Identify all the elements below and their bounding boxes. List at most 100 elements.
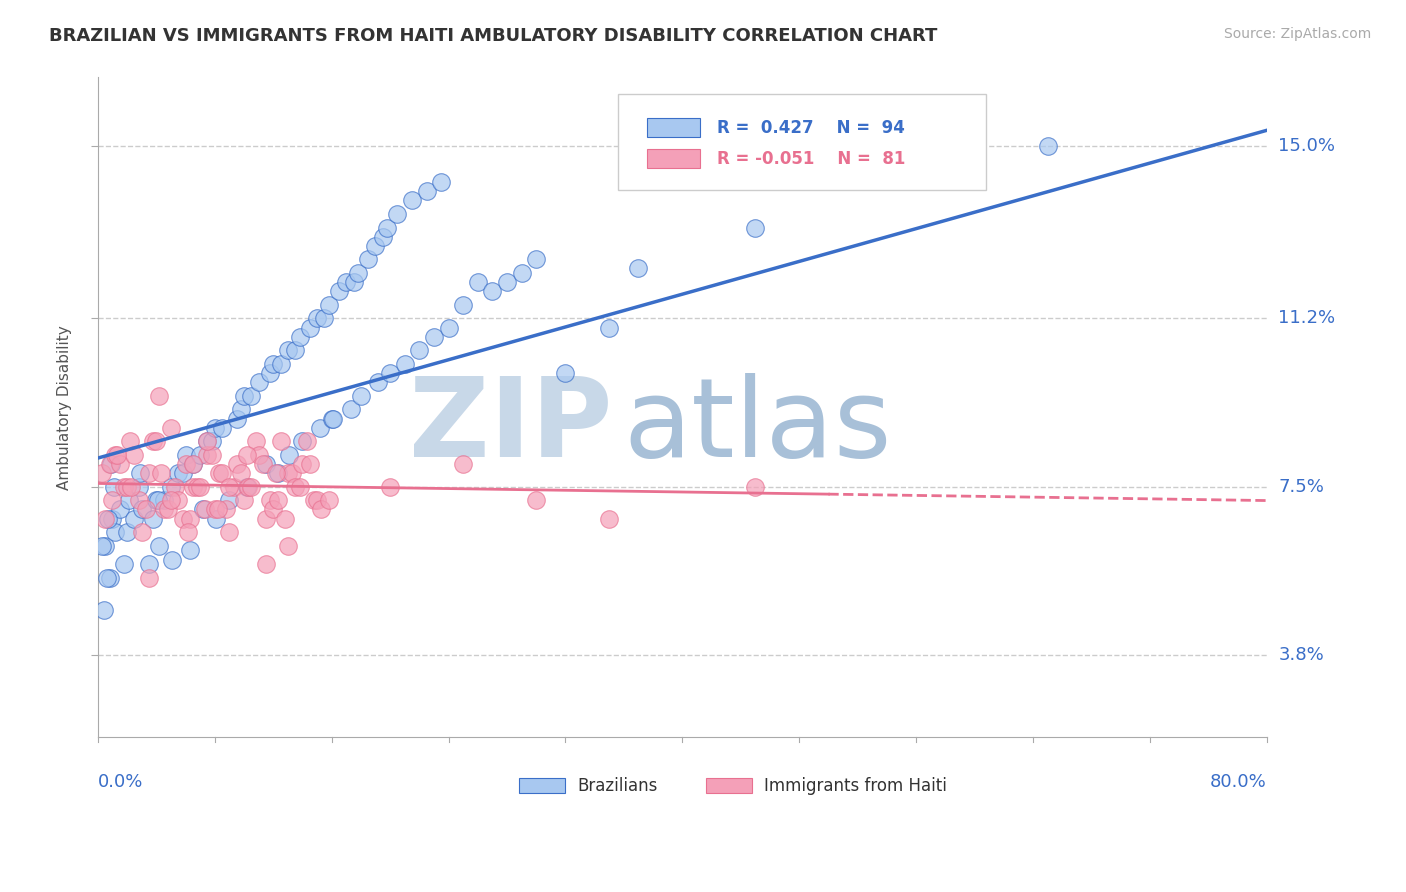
Point — [378, 366, 401, 380]
Point — [247, 375, 270, 389]
Text: atlas: atlas — [624, 374, 893, 481]
Point — [96, 571, 118, 585]
Point — [387, 207, 409, 221]
Point — [204, 420, 226, 434]
Point — [318, 493, 340, 508]
Point — [186, 480, 208, 494]
Point — [208, 466, 231, 480]
Point — [167, 466, 190, 480]
Point — [138, 557, 160, 571]
Point — [240, 389, 263, 403]
Point — [131, 525, 153, 540]
Point — [145, 493, 167, 508]
Point — [101, 493, 124, 508]
Point — [179, 543, 201, 558]
Point — [510, 266, 533, 280]
Point — [181, 457, 204, 471]
Point — [277, 539, 299, 553]
Y-axis label: Ambulatory Disability: Ambulatory Disability — [58, 325, 72, 490]
Point — [145, 434, 167, 449]
Point — [117, 493, 139, 508]
Point — [197, 434, 219, 449]
Point — [118, 434, 141, 449]
Point — [218, 525, 240, 540]
Point — [197, 448, 219, 462]
Point — [342, 275, 364, 289]
Point — [264, 466, 287, 480]
Point — [177, 525, 200, 540]
Text: 0.0%: 0.0% — [98, 773, 143, 791]
Point — [93, 602, 115, 616]
Point — [744, 480, 766, 494]
Point — [188, 480, 211, 494]
Point — [378, 480, 401, 494]
Point — [318, 298, 340, 312]
Point — [291, 434, 314, 449]
Point — [524, 252, 547, 267]
Point — [104, 448, 127, 462]
Point — [284, 343, 307, 358]
Point — [181, 457, 204, 471]
Point — [222, 480, 245, 494]
Point — [138, 571, 160, 585]
Point — [149, 466, 172, 480]
Point — [188, 448, 211, 462]
Point — [94, 511, 117, 525]
Point — [115, 525, 138, 540]
Point — [98, 571, 121, 585]
Point — [311, 502, 333, 516]
Point — [179, 511, 201, 525]
Point — [142, 511, 165, 525]
Point — [259, 493, 281, 508]
Point — [225, 411, 247, 425]
Point — [135, 502, 157, 516]
Point — [423, 329, 446, 343]
Point — [128, 480, 150, 494]
Point — [496, 275, 519, 289]
Point — [375, 220, 398, 235]
Text: R = -0.051    N =  81: R = -0.051 N = 81 — [717, 150, 905, 168]
Point — [274, 511, 297, 525]
Point — [105, 448, 128, 462]
Point — [146, 493, 169, 508]
Point — [295, 434, 318, 449]
Point — [437, 320, 460, 334]
Point — [298, 320, 321, 334]
Point — [152, 502, 174, 516]
Point — [160, 493, 183, 508]
Point — [367, 375, 389, 389]
Text: Immigrants from Haiti: Immigrants from Haiti — [763, 777, 948, 795]
Text: 15.0%: 15.0% — [1278, 136, 1336, 154]
Point — [288, 329, 311, 343]
Point — [1036, 138, 1059, 153]
Point — [156, 502, 179, 516]
Point — [229, 402, 252, 417]
Point — [236, 448, 259, 462]
Point — [238, 480, 260, 494]
Point — [160, 480, 183, 494]
Point — [91, 539, 114, 553]
Point — [408, 343, 430, 358]
Point — [172, 466, 194, 480]
Point — [451, 298, 474, 312]
Point — [129, 466, 152, 480]
Bar — [519, 779, 565, 793]
Point — [100, 457, 122, 471]
Point — [321, 411, 343, 425]
Text: R =  0.427    N =  94: R = 0.427 N = 94 — [717, 119, 905, 136]
Point — [394, 357, 416, 371]
Point — [101, 511, 124, 525]
Point — [524, 493, 547, 508]
Point — [128, 493, 150, 508]
Point — [215, 502, 238, 516]
Point — [270, 434, 292, 449]
Point — [277, 343, 299, 358]
Point — [218, 493, 240, 508]
Point — [124, 448, 146, 462]
Text: ZIP: ZIP — [409, 374, 612, 481]
Point — [108, 502, 131, 516]
Point — [131, 502, 153, 516]
Point — [371, 229, 394, 244]
Text: 7.5%: 7.5% — [1278, 478, 1324, 496]
Point — [266, 493, 288, 508]
